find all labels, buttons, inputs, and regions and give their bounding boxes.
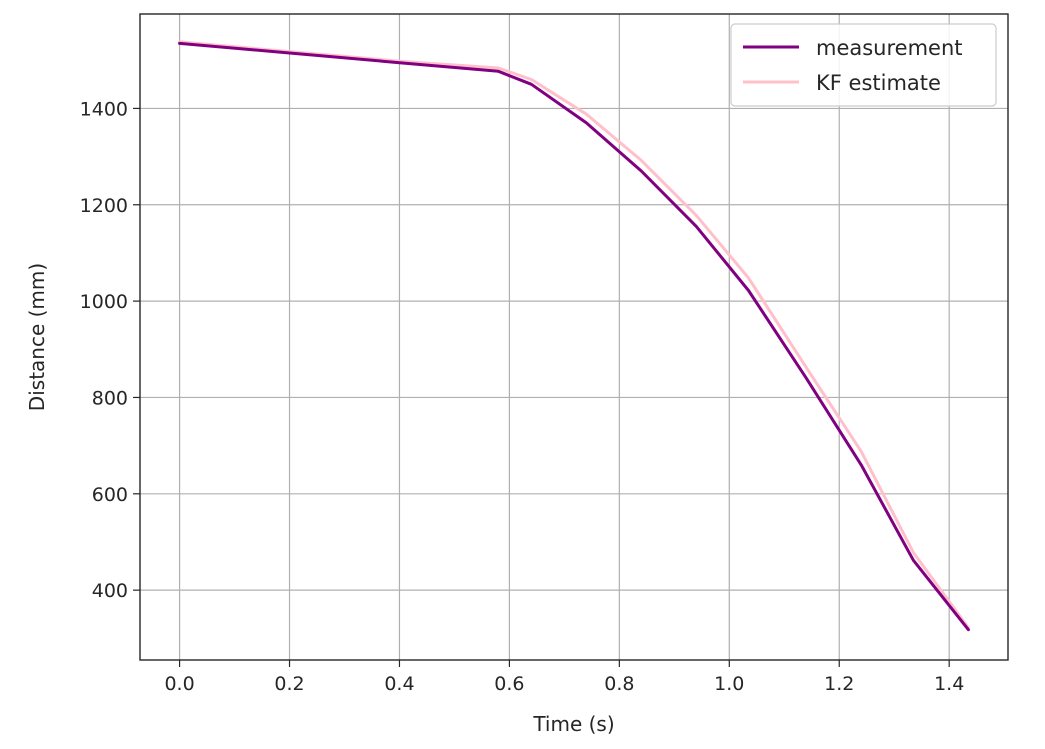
x-axis-label: Time (s) (532, 712, 614, 736)
x-tick-label: 1.0 (714, 673, 744, 695)
legend-label-kf-estimate: KF estimate (816, 71, 941, 95)
series-lines (178, 40, 970, 632)
y-tick-label: 1000 (80, 291, 128, 313)
y-axis-label: Distance (mm) (25, 263, 49, 411)
y-axis-ticks: 400 600 800 1000 1200 1400 (80, 98, 140, 602)
legend-label-measurement: measurement (816, 36, 963, 60)
x-tick-label: 0.8 (604, 673, 634, 695)
legend-box (730, 23, 997, 107)
grid-lines (140, 14, 1008, 660)
x-tick-label: 0.6 (494, 673, 524, 695)
y-tick-label: 1200 (80, 195, 128, 217)
y-tick-label: 400 (92, 580, 128, 602)
plot-area (140, 14, 1008, 660)
y-tick-label: 600 (92, 484, 128, 506)
x-tick-label: 0.0 (164, 673, 194, 695)
x-tick-label: 0.4 (384, 673, 414, 695)
x-tick-label: 0.2 (274, 673, 304, 695)
legend: measurement KF estimate (730, 23, 997, 107)
plot-frame (139, 13, 1009, 661)
y-tick-label: 800 (92, 387, 128, 409)
x-tick-label: 1.2 (824, 673, 854, 695)
x-axis-ticks: 0.0 0.2 0.4 0.6 0.8 1.0 1.2 1.4 (164, 660, 964, 695)
x-tick-label: 1.4 (934, 673, 964, 695)
y-tick-label: 1400 (80, 98, 128, 120)
series-line-measurement (178, 41, 970, 632)
